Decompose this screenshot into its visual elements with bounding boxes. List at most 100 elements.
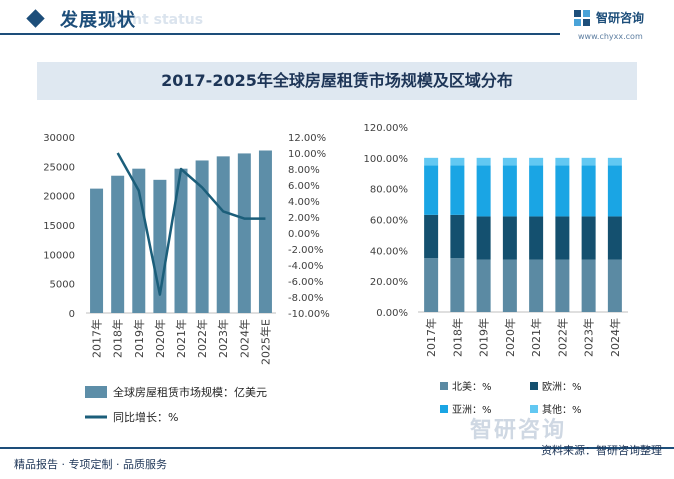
growth-rate-line <box>116 152 266 296</box>
right-x-tick-label: 2020年 <box>503 318 517 357</box>
stacked-segment <box>450 165 465 215</box>
stacked-segment <box>476 216 491 260</box>
stacked-segment <box>581 157 596 166</box>
left-x-tick-label: 2024年 <box>237 319 251 358</box>
stacked-segment <box>555 157 570 166</box>
stacked-segment <box>529 157 544 166</box>
left-x-tick-label: 2023年 <box>216 319 230 358</box>
right-y-tick-label: 4.00% <box>288 197 320 208</box>
stacked-segment <box>424 165 439 215</box>
right-x-tick-label: 2018年 <box>450 318 464 357</box>
right-y-tick-label: -4.00% <box>288 261 323 272</box>
stacked-segment <box>502 216 517 260</box>
stacked-y-tick-label: 80.00% <box>370 185 408 196</box>
legend-label-growth: 同比增长：% <box>113 410 178 424</box>
left-y-tick-label: 30000 <box>43 133 75 144</box>
footer-divider <box>0 447 674 449</box>
section-header: ment status 发展现状 <box>0 0 674 40</box>
brand-logo: 智研咨询 www.chyxx.com <box>574 8 664 41</box>
market-size-bar <box>195 160 209 313</box>
left-x-tick-label: 2020年 <box>153 319 167 358</box>
right-y-tick-label: 12.00% <box>288 133 326 144</box>
footer: 精品报告 · 专项定制 · 品质服务 资料来源：智研咨询整理 <box>0 444 674 479</box>
stacked-segment <box>502 157 517 166</box>
logo-name: 智研咨询 <box>596 11 645 25</box>
chart-title-band: 2017-2025年全球房屋租赁市场规模及区域分布 <box>37 62 637 100</box>
right-y-tick-label: 8.00% <box>288 165 320 176</box>
right-y-tick-label: -6.00% <box>288 277 323 288</box>
right-y-tick-label: 10.00% <box>288 149 326 160</box>
right-x-tick-label: 2021年 <box>529 318 543 357</box>
right-x-tick-label: 2022年 <box>555 318 569 357</box>
stacked-legend-swatch <box>530 405 538 413</box>
right-y-tick-label: 6.00% <box>288 181 320 192</box>
left-x-tick-label: 2019年 <box>132 319 146 358</box>
market-size-bar <box>216 156 230 313</box>
stacked-segment <box>450 258 465 312</box>
legend-label-market-size: 全球房屋租赁市场规模：亿美元 <box>113 385 267 399</box>
market-size-bar <box>174 168 188 313</box>
right-x-tick-label: 2024年 <box>608 318 622 357</box>
stacked-y-tick-label: 40.00% <box>370 246 408 257</box>
stacked-legend-label: 其他：% <box>542 403 582 416</box>
stacked-legend-swatch <box>440 382 448 390</box>
right-x-tick-label: 2023年 <box>582 318 596 357</box>
watermark: 智研咨询 <box>470 418 567 443</box>
left-y-tick-label: 20000 <box>43 192 75 203</box>
stacked-legend-swatch <box>530 382 538 390</box>
left-y-tick-label: 10000 <box>43 250 75 261</box>
market-size-bar <box>111 175 125 313</box>
stacked-segment <box>607 165 622 217</box>
stacked-y-tick-label: 120.00% <box>364 123 409 134</box>
stacked-y-tick-label: 100.00% <box>364 154 409 165</box>
stacked-y-tick-label: 0.00% <box>376 308 408 319</box>
footer-tagline: 精品报告 · 专项定制 · 品质服务 <box>14 458 167 471</box>
header-subtitle: ment status <box>108 12 204 28</box>
market-size-bar <box>237 153 251 313</box>
legend-swatch-market-size <box>85 386 107 398</box>
header-title: 发展现状 <box>60 10 136 31</box>
left-x-tick-label: 2021年 <box>174 319 188 358</box>
stacked-legend-label: 欧洲：% <box>542 381 582 393</box>
left-y-tick-label: 25000 <box>43 162 75 173</box>
left-x-tick-label: 2018年 <box>111 319 125 358</box>
stacked-segment <box>529 165 544 217</box>
stacked-segment <box>476 165 491 217</box>
logo-url: www.chyxx.com <box>578 32 643 41</box>
right-x-tick-label: 2019年 <box>477 318 491 357</box>
stacked-segment <box>555 165 570 217</box>
stacked-segment <box>607 157 622 166</box>
stacked-segment <box>502 165 517 217</box>
stacked-legend-label: 亚洲：% <box>452 404 492 416</box>
chart-title: 2017-2025年全球房屋租赁市场规模及区域分布 <box>161 71 513 90</box>
stacked-segment <box>424 214 439 259</box>
stacked-segment <box>476 157 491 166</box>
logo-icon <box>574 10 590 26</box>
stacked-segment <box>450 157 465 166</box>
stacked-legend-label: 北美：% <box>452 380 492 393</box>
stacked-segment <box>450 214 465 259</box>
stacked-y-tick-label: 20.00% <box>370 277 408 288</box>
right-y-tick-label: 0.00% <box>288 229 320 240</box>
stacked-segment <box>555 259 570 312</box>
stacked-segment <box>555 216 570 260</box>
stacked-segment <box>424 258 439 312</box>
stacked-y-tick-label: 60.00% <box>370 216 408 227</box>
right-y-tick-label: -8.00% <box>288 293 323 304</box>
right-x-tick-label: 2017年 <box>424 318 438 357</box>
stacked-segment <box>581 216 596 260</box>
left-y-tick-label: 15000 <box>43 221 75 232</box>
stacked-segment <box>607 259 622 312</box>
header-divider <box>0 33 560 35</box>
stacked-segment <box>581 259 596 312</box>
market-size-bar <box>90 188 104 313</box>
left-y-tick-label: 5000 <box>50 280 75 291</box>
stacked-segment <box>607 216 622 260</box>
left-y-tick-label: 0 <box>69 309 75 320</box>
stacked-segment <box>502 259 517 312</box>
stacked-segment <box>581 165 596 217</box>
stacked-segment <box>529 216 544 260</box>
right-y-tick-label: 2.00% <box>288 213 320 224</box>
left-x-tick-label: 2025年E <box>258 319 272 365</box>
